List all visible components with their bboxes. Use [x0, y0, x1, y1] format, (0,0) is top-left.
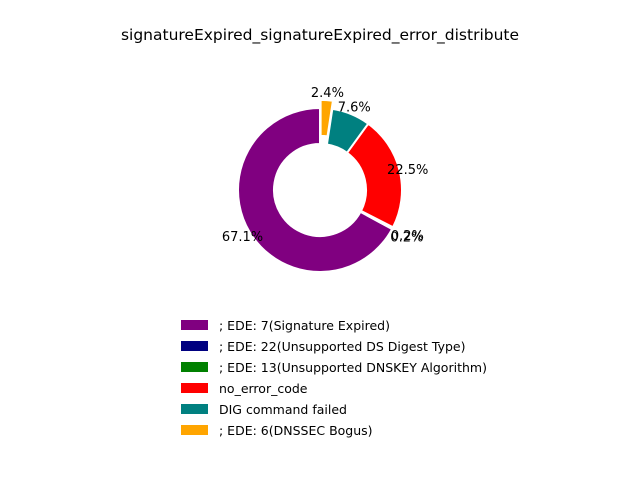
legend-swatch — [181, 362, 208, 372]
slice-percent-label: 7.6% — [338, 101, 371, 116]
legend-label: ; EDE: 6(DNSSEC Bogus) — [219, 423, 373, 438]
legend-label: DIG command failed — [219, 402, 347, 417]
legend-swatch — [181, 341, 208, 351]
slice-percent-label: 67.1% — [222, 230, 263, 245]
legend-swatch — [181, 425, 208, 435]
legend-label: ; EDE: 7(Signature Expired) — [219, 318, 390, 333]
slice-percent-label: 2.4% — [311, 86, 344, 101]
pie-slices — [237, 98, 403, 273]
legend: ; EDE: 7(Signature Expired) ; EDE: 22(Uns… — [181, 318, 487, 438]
pie-slice — [237, 106, 394, 273]
legend-swatch — [181, 404, 208, 414]
legend-swatch — [181, 320, 208, 330]
chart-title: signatureExpired_signatureExpired_error_… — [121, 26, 519, 45]
slice-percent-label: 22.5% — [387, 163, 428, 178]
slice-labels: 67.1% 0.2%0.2%22.5%7.6%2.4% — [222, 86, 429, 245]
legend-label: ; EDE: 22(Unsupported DS Digest Type) — [219, 339, 465, 354]
slice-percent-label: 0.2% — [390, 230, 423, 245]
legend-label: no_error_code — [219, 381, 308, 396]
legend-label: ; EDE: 13(Unsupported DNSKEY Algorithm) — [219, 360, 487, 375]
legend-swatch — [181, 383, 208, 393]
pie-slice — [319, 98, 335, 138]
slice-percent-label: 0.2% — [391, 229, 424, 244]
